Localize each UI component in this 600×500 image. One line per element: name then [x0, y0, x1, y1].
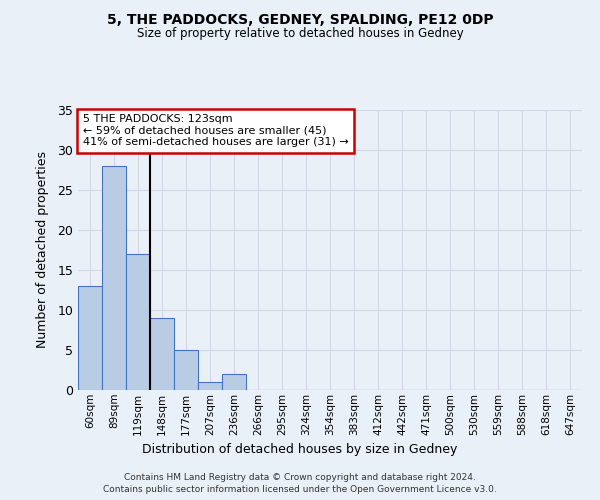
Text: 5, THE PADDOCKS, GEDNEY, SPALDING, PE12 0DP: 5, THE PADDOCKS, GEDNEY, SPALDING, PE12 … — [107, 12, 493, 26]
Text: Distribution of detached houses by size in Gedney: Distribution of detached houses by size … — [142, 442, 458, 456]
Bar — [78, 286, 102, 390]
Bar — [102, 166, 126, 390]
Bar — [150, 318, 174, 390]
Bar — [126, 254, 150, 390]
Text: Size of property relative to detached houses in Gedney: Size of property relative to detached ho… — [137, 28, 463, 40]
Text: Contains HM Land Registry data © Crown copyright and database right 2024.: Contains HM Land Registry data © Crown c… — [124, 472, 476, 482]
Bar — [174, 350, 198, 390]
Text: Contains public sector information licensed under the Open Government Licence v3: Contains public sector information licen… — [103, 485, 497, 494]
Bar — [198, 382, 222, 390]
Text: 5 THE PADDOCKS: 123sqm
← 59% of detached houses are smaller (45)
41% of semi-det: 5 THE PADDOCKS: 123sqm ← 59% of detached… — [83, 114, 349, 148]
Y-axis label: Number of detached properties: Number of detached properties — [36, 152, 49, 348]
Bar — [222, 374, 246, 390]
